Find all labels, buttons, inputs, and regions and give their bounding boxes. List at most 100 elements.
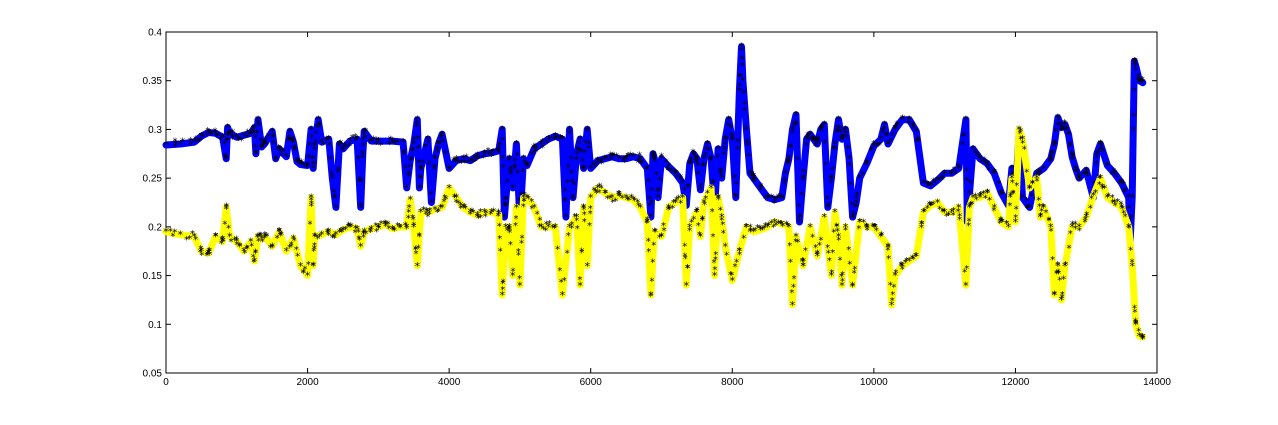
series-1-marker: * xyxy=(696,169,701,180)
series-1-point: * xyxy=(811,133,817,146)
series-2-marker: * xyxy=(774,220,779,231)
series-1-marker: * xyxy=(688,157,693,168)
series-1-marker: * xyxy=(1105,161,1110,172)
series-2-marker: * xyxy=(309,196,314,207)
series-1-marker: * xyxy=(875,140,880,151)
series-1-marker: * xyxy=(1059,126,1064,137)
series-2-marker: * xyxy=(1132,307,1137,318)
series-1-marker: * xyxy=(813,141,818,152)
series-2-point: * xyxy=(680,192,686,205)
series-1-marker: * xyxy=(964,176,969,187)
series-2-marker: * xyxy=(925,203,930,214)
series-1-marker: * xyxy=(799,190,804,201)
series-1-point: * xyxy=(645,162,651,175)
series-2-point: * xyxy=(899,260,905,273)
series-2-marker: * xyxy=(1046,216,1051,227)
series-2-marker: * xyxy=(338,226,343,237)
series-2-marker: * xyxy=(1030,179,1035,190)
series-1-marker: * xyxy=(410,145,415,156)
series-2-marker: * xyxy=(569,220,574,231)
series-2-point: * xyxy=(970,192,976,205)
series-1-point: * xyxy=(560,133,566,146)
series-1-point: * xyxy=(1069,151,1075,164)
series-2-marker: * xyxy=(1067,244,1072,255)
series-2-marker: * xyxy=(940,207,945,218)
series-1-marker: * xyxy=(1058,120,1063,131)
series-1-point: * xyxy=(914,125,920,138)
series-2-marker: * xyxy=(454,197,459,208)
series-1-point: * xyxy=(655,192,661,205)
series-2-marker: * xyxy=(682,252,687,263)
series-2-marker: * xyxy=(758,224,763,235)
series-1-marker: * xyxy=(576,139,581,150)
series-1-point: * xyxy=(846,153,852,166)
series-1-marker: * xyxy=(432,153,437,164)
series-1-marker: * xyxy=(611,151,616,162)
series-2-marker: * xyxy=(575,224,580,235)
series-1-marker: * xyxy=(967,188,972,199)
series-2-marker: * xyxy=(452,193,457,204)
series-2-marker: * xyxy=(1004,219,1009,230)
series-2-marker: * xyxy=(356,234,361,245)
series-1-point: * xyxy=(730,133,736,146)
series-1-point: * xyxy=(213,127,219,140)
series-2-marker: * xyxy=(697,230,702,241)
x-tick-label: 2000 xyxy=(296,377,319,388)
series-2-marker: * xyxy=(427,206,432,217)
series-1-point: * xyxy=(510,182,516,195)
series-2-marker: * xyxy=(682,242,687,253)
series-2-point: * xyxy=(1129,260,1135,273)
series-1-marker: * xyxy=(839,135,844,146)
series-2-marker: * xyxy=(413,245,418,256)
series-2-point: * xyxy=(407,194,413,207)
series-1-marker: * xyxy=(1053,127,1058,138)
series-2-point: * xyxy=(482,206,488,219)
series-1-marker: * xyxy=(236,136,241,147)
series-1-marker: * xyxy=(558,135,563,146)
series-1-marker: * xyxy=(332,194,337,205)
series-2-marker: * xyxy=(1047,216,1052,227)
series-1-point: * xyxy=(1073,162,1079,175)
series-2-marker: * xyxy=(311,247,316,258)
series-1-marker: * xyxy=(1051,142,1056,153)
series-2-marker: * xyxy=(711,232,716,243)
y-tick-label: 0.3 xyxy=(148,125,162,136)
series-1-point: * xyxy=(928,180,934,193)
series-1-marker: * xyxy=(1060,125,1065,136)
series-1-point: * xyxy=(1132,55,1138,68)
series-2-marker: * xyxy=(416,244,421,255)
series-1-marker: * xyxy=(1025,202,1030,213)
series-1-marker: * xyxy=(286,133,291,144)
series-1-marker: * xyxy=(524,160,529,171)
series-1-marker: * xyxy=(586,139,591,150)
series-2-marker: * xyxy=(700,214,705,225)
series-2-point: * xyxy=(404,221,410,234)
series-1-marker: * xyxy=(432,164,437,175)
series-1-marker: * xyxy=(439,132,444,143)
series-2-marker: * xyxy=(1068,229,1073,240)
series-2-point: * xyxy=(935,197,941,210)
series-1-marker: * xyxy=(580,156,585,167)
series-1-marker: * xyxy=(636,156,641,167)
series-2-marker: * xyxy=(1027,184,1032,195)
series-2-marker: * xyxy=(929,200,934,211)
series-2-marker: * xyxy=(199,251,204,262)
series-1-point: * xyxy=(376,135,382,148)
series-2-point: * xyxy=(432,203,438,216)
series-2-marker: * xyxy=(278,231,283,242)
series-1-marker: * xyxy=(566,162,571,173)
series-2-marker: * xyxy=(1063,260,1068,271)
series-1-marker: * xyxy=(906,119,911,130)
series-1-point: * xyxy=(177,138,183,151)
series-1-point: * xyxy=(652,153,658,166)
series-1-point: * xyxy=(514,138,520,151)
series-1-marker: * xyxy=(669,167,674,178)
series-1-point: * xyxy=(715,143,721,156)
series-1-marker: * xyxy=(340,146,345,157)
series-2-marker: * xyxy=(587,221,592,232)
series-2-marker: * xyxy=(1106,191,1111,202)
y-tick-label: 0.35 xyxy=(143,76,163,87)
series-2-marker: * xyxy=(309,202,314,213)
series-1-marker: * xyxy=(838,128,843,139)
series-1-point: * xyxy=(659,153,665,166)
